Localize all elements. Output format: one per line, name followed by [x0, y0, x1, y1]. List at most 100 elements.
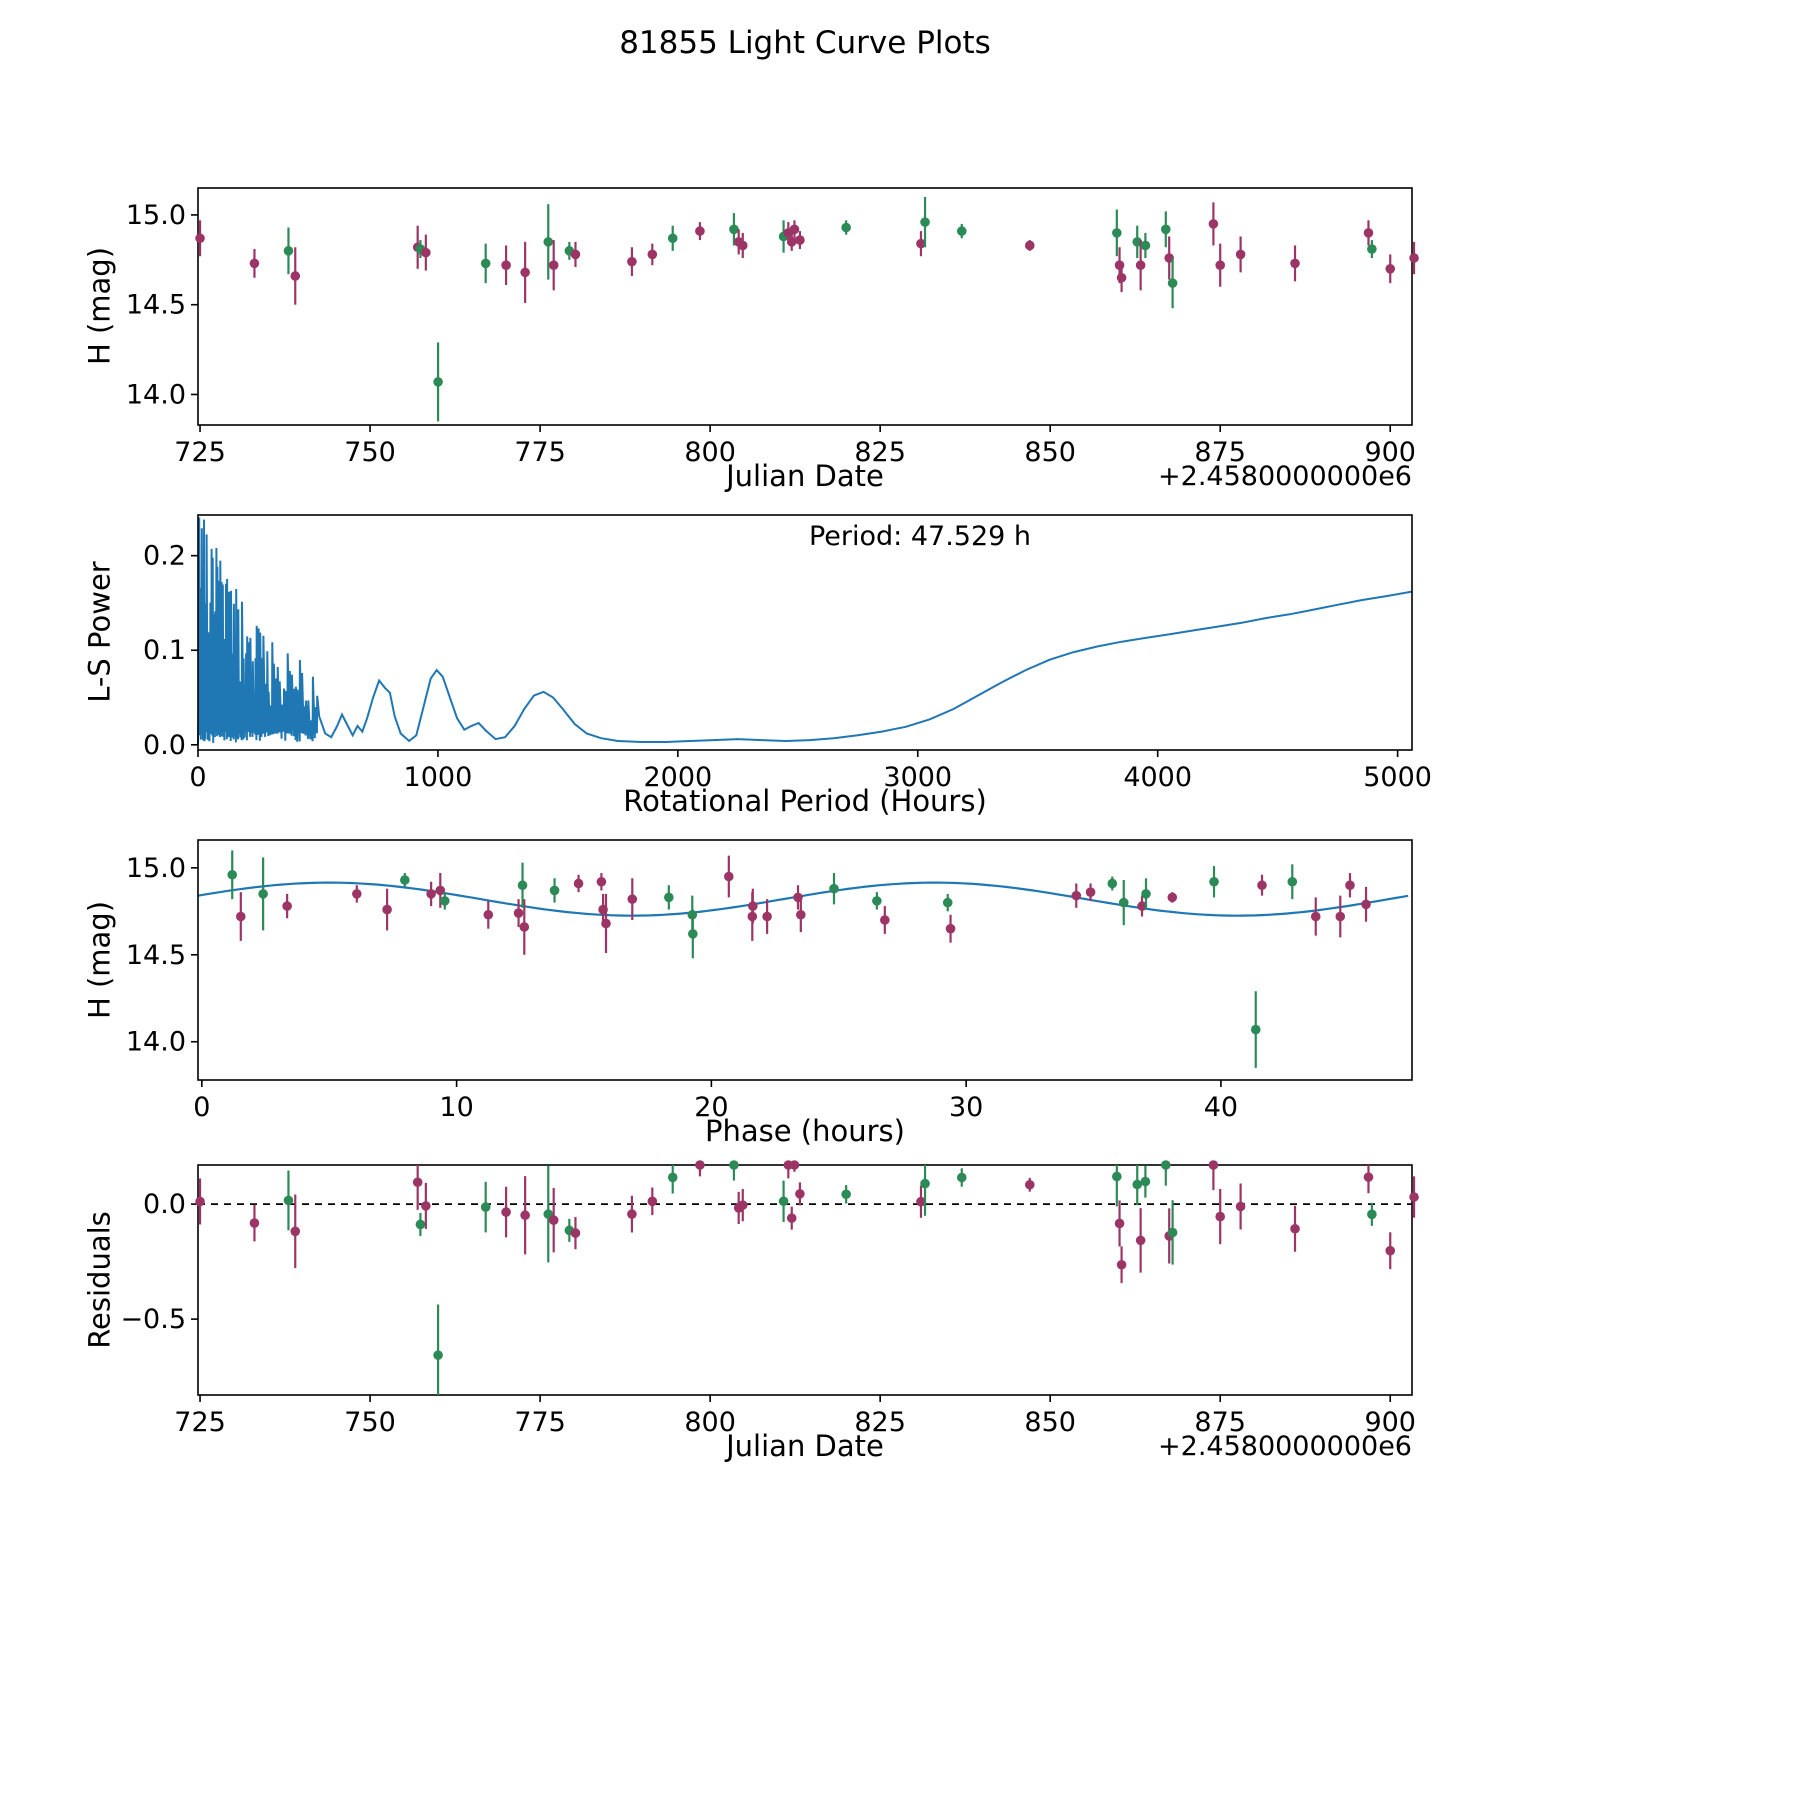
phase-point	[796, 909, 806, 920]
phase-point	[688, 929, 698, 939]
residuals-point	[778, 1196, 789, 1207]
residuals-point	[1167, 1227, 1178, 1238]
residuals-xtick-label: 850	[1024, 1407, 1076, 1438]
periodogram-xtick-label: 1000	[404, 762, 473, 793]
phase-point	[382, 904, 392, 915]
phase-point	[439, 896, 450, 906]
phase-xtick-label: 0	[193, 1092, 210, 1123]
lightcurve-point	[627, 256, 637, 267]
lightcurve-point	[421, 247, 431, 258]
phase-point	[573, 878, 584, 889]
residuals-point	[627, 1209, 637, 1219]
residuals-point	[695, 1160, 705, 1170]
residuals-point	[956, 1172, 967, 1183]
lightcurve-point	[570, 249, 581, 260]
phase-point	[549, 885, 560, 896]
lightcurve-xtick-label: 875	[1194, 437, 1246, 468]
lightcurve-point	[433, 377, 443, 387]
residuals-xtick-label: 900	[1364, 1407, 1416, 1438]
lightcurve-ylabel: H (mag)	[82, 246, 117, 366]
phase-point	[627, 894, 638, 904]
residuals-xtick-label: 825	[854, 1407, 906, 1438]
phase-ytick-label: 14.5	[126, 940, 186, 971]
residuals-point	[501, 1207, 511, 1217]
residuals-point	[1235, 1201, 1246, 1212]
figure-title: 81855 Light Curve Plots	[619, 25, 991, 61]
residuals-point	[290, 1226, 301, 1237]
period-annotation: Period: 47.529 h	[808, 521, 1032, 552]
residuals-point	[1024, 1179, 1035, 1190]
residuals-point	[520, 1210, 530, 1221]
lightcurve-point	[795, 235, 805, 245]
residuals-point	[421, 1201, 431, 1211]
lightcurve-ytick-label: 14.5	[126, 290, 186, 321]
residuals-point	[647, 1196, 658, 1207]
lightcurve-ytick-label: 15.0	[126, 200, 186, 231]
residuals-point	[570, 1228, 581, 1238]
phase-point	[748, 901, 758, 911]
phase-point	[517, 880, 528, 891]
residuals-point	[1114, 1218, 1125, 1229]
phase-model-curve	[197, 881, 1409, 917]
phase-point	[258, 889, 268, 899]
phase-point	[1310, 911, 1321, 922]
phase-ytick-label: 14.0	[126, 1027, 186, 1058]
periodogram-ytick-label: 0.1	[143, 635, 186, 666]
residuals-point	[786, 1213, 797, 1223]
phase-point	[227, 869, 238, 880]
lightcurve-point	[1215, 260, 1226, 271]
phase-point	[1167, 892, 1178, 903]
lightcurve-xtick-label: 800	[684, 437, 736, 468]
residuals-point	[433, 1350, 443, 1360]
periodogram-xlabel: Rotational Period (Hours)	[623, 784, 987, 818]
phase-point	[282, 901, 292, 911]
phase-point	[426, 889, 436, 899]
lightcurve-point	[1363, 228, 1374, 238]
residuals-point	[1116, 1259, 1127, 1270]
residuals-xtick-label: 875	[1194, 1407, 1246, 1438]
lightcurve-point	[195, 233, 205, 244]
phase-axes-spine	[197, 839, 1413, 1081]
phase-point	[1118, 897, 1129, 908]
lightcurve-point	[501, 260, 511, 271]
phase-point	[236, 911, 246, 922]
lightcurve-point	[283, 246, 294, 256]
residuals-point	[737, 1200, 748, 1210]
lightcurve-point	[1140, 240, 1151, 251]
residuals-point	[480, 1202, 491, 1212]
lightcurve-xtick-label: 775	[514, 437, 566, 468]
phase-point	[352, 889, 362, 899]
lightcurve-point	[1116, 272, 1127, 283]
residuals-xtick-label: 750	[344, 1407, 396, 1438]
phase-point	[1250, 1024, 1261, 1035]
phase-point	[1137, 901, 1147, 911]
lightcurve-point	[729, 224, 739, 235]
lightcurve-point	[647, 249, 658, 260]
lightcurve-point	[956, 226, 967, 236]
lightcurve-xlabel: Julian Date	[726, 459, 884, 493]
residuals-point	[1135, 1235, 1146, 1246]
lightcurve-point	[667, 233, 678, 244]
residuals-point	[1290, 1223, 1300, 1234]
phase-point	[1107, 878, 1118, 889]
phase-point	[1361, 899, 1371, 910]
lightcurve-point	[1112, 228, 1122, 238]
phase-point	[1345, 880, 1355, 891]
lightcurve-point	[1235, 249, 1246, 260]
residuals-xlabel: Julian Date	[726, 1429, 884, 1463]
residuals-xtick-label: 800	[684, 1407, 736, 1438]
lightcurve-point	[1409, 253, 1419, 263]
phase-point	[942, 897, 953, 908]
lightcurve-point	[290, 271, 301, 281]
residuals-point	[1160, 1160, 1171, 1170]
periodogram-xtick-label: 2000	[643, 762, 712, 793]
residuals-point	[795, 1189, 805, 1199]
phase-point	[945, 923, 956, 934]
phase-point	[400, 875, 410, 885]
phase-point	[829, 883, 839, 894]
residuals-point	[1112, 1171, 1122, 1182]
lightcurve-point	[1167, 278, 1178, 288]
phase-point	[435, 885, 446, 896]
lightcurve-point	[1208, 219, 1219, 229]
residuals-point	[195, 1196, 205, 1207]
